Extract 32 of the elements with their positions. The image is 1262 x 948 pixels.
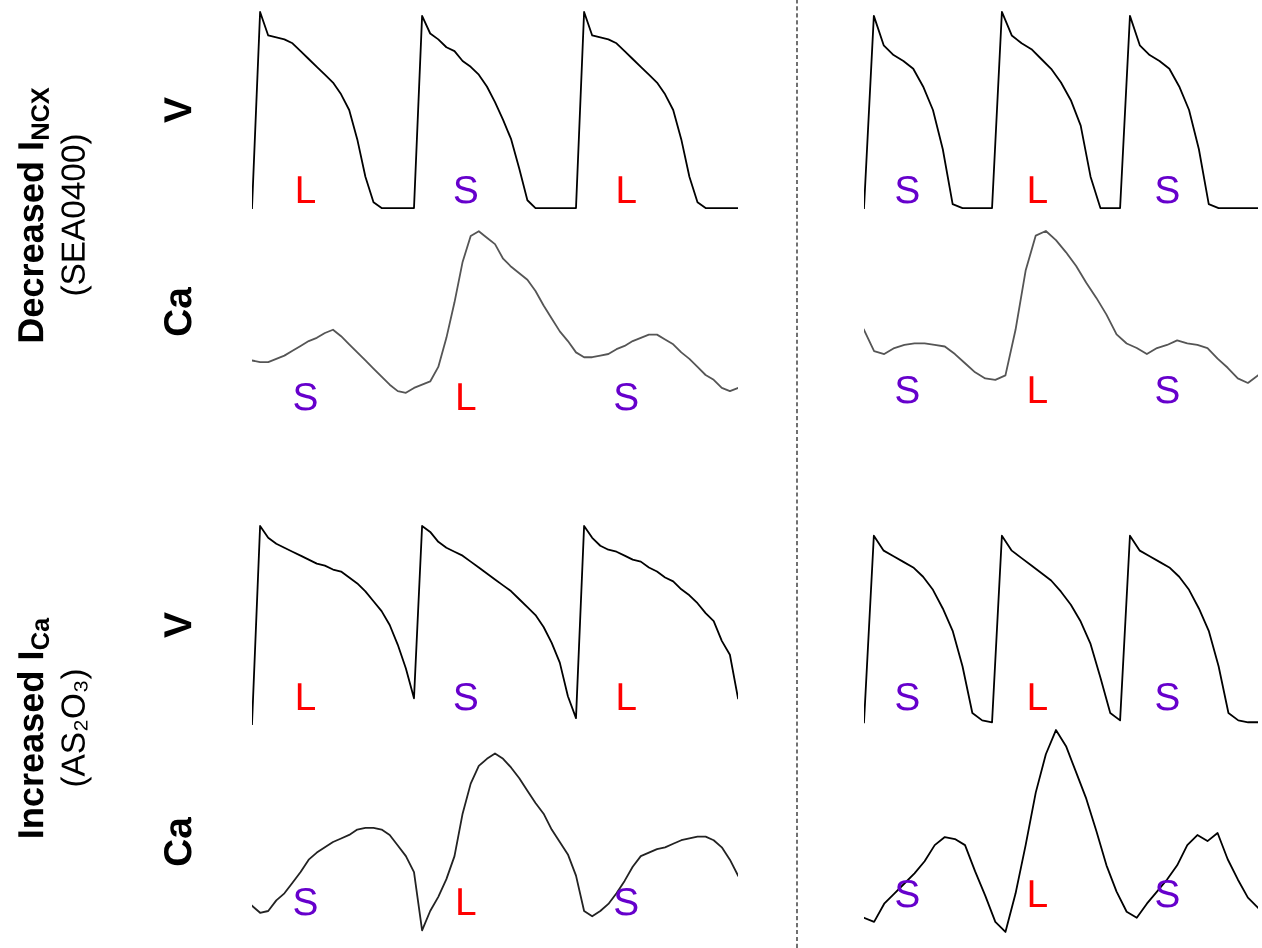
annotation: L [297, 176, 315, 204]
annotation: L [458, 383, 476, 411]
annotation: S [615, 887, 638, 916]
annotation: S [294, 887, 317, 916]
annotation: S [896, 682, 919, 711]
annotation: S [896, 879, 919, 908]
annotation: S [1156, 375, 1179, 404]
text: Decreased I$_{NCX}$ [16, 87, 50, 342]
annotation: S [615, 382, 638, 411]
annotation: S [1156, 879, 1179, 908]
annotation: S [454, 682, 478, 711]
y-axis-title: V [164, 612, 192, 638]
annotation: L [458, 888, 476, 916]
annotation: S [294, 382, 317, 411]
annotation: L [1029, 880, 1047, 908]
annotation: L [297, 683, 315, 711]
annotation: L [1029, 376, 1047, 404]
annotation: S [1156, 175, 1179, 204]
annotation: S [1156, 682, 1179, 711]
annotation: S [896, 375, 919, 404]
text: (SEA0400) [60, 135, 92, 295]
annotation: L [1029, 176, 1047, 204]
y-axis-title: V [164, 97, 192, 123]
annotation: L [618, 683, 636, 711]
text: (AS₂O₃) [60, 670, 92, 786]
y-axis-title: Ca [164, 286, 192, 336]
annotation: S [896, 175, 919, 204]
annotation: L [1029, 683, 1047, 711]
annotation: L [618, 176, 636, 204]
text: Increased I$_{Ca}$ [16, 617, 50, 837]
annotation: S [454, 175, 478, 204]
y-axis-title: Ca [164, 816, 192, 866]
